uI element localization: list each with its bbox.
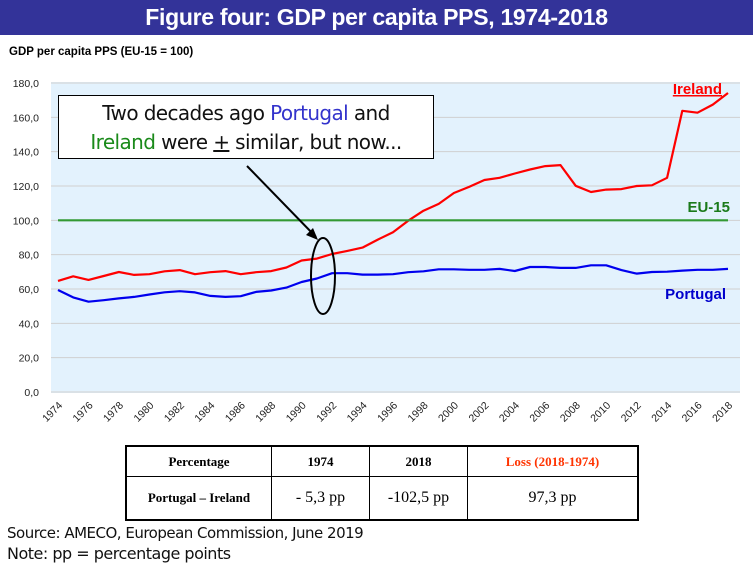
x-tick-label: 2004: [497, 400, 522, 425]
annotation-ellipse: [310, 237, 336, 315]
series-label-portugal: Portugal: [665, 286, 726, 303]
x-tick-labels: 1974 1976 1978 1980 1982 1984 1986 1988 1990 1992…: [40, 400, 735, 425]
header-1974: 1974: [271, 445, 370, 477]
header-2018: 2018: [369, 445, 468, 477]
series-lines: [57, 92, 729, 303]
y-tick-label: 140,0: [13, 147, 39, 159]
x-tick-label: 1974: [40, 400, 65, 425]
row-label: Portugal – Ireland: [125, 476, 272, 521]
y-tick-label: 120,0: [13, 181, 39, 193]
callout-text: and: [348, 101, 390, 125]
annotation-arrow: [246, 165, 317, 238]
x-tick-label: 1994: [345, 400, 370, 425]
y-tick-label: 180,0: [13, 78, 39, 90]
cell-2018: -102,5 pp: [369, 476, 468, 521]
callout-text: similar, but now...: [229, 130, 402, 154]
table-header-row: Percentage 1974 2018 Loss (2018-1974): [125, 445, 639, 477]
arrow-head-icon: [306, 228, 318, 240]
x-tick-label: 1990: [284, 400, 309, 425]
callout-text: Two decades ago: [102, 101, 271, 125]
x-tick-label: 1980: [131, 400, 156, 425]
series-label-eu15: EU-15: [687, 199, 730, 216]
callout-ireland: Ireland: [90, 130, 156, 154]
callout-plusminus: +: [213, 130, 230, 154]
y-tick-label: 100,0: [13, 215, 39, 227]
series-line-portugal: [57, 264, 729, 303]
y-tick-label: 40,0: [19, 318, 40, 330]
x-tick-label: 1996: [375, 400, 400, 425]
cell-loss: 97,3 pp: [467, 476, 639, 521]
summary-table: Percentage 1974 2018 Loss (2018-1974) Po…: [125, 445, 639, 521]
x-tick-label: 2000: [436, 400, 461, 425]
header-percentage: Percentage: [125, 445, 272, 477]
x-tick-label: 1976: [71, 400, 96, 425]
x-tick-label: 1998: [406, 400, 431, 425]
source-note: Source: AMECO, European Commission, June…: [7, 524, 364, 542]
y-tick-label: 160,0: [13, 112, 39, 124]
y-tick-label: 60,0: [19, 284, 40, 296]
figure-title: Figure four: GDP per capita PPS, 1974-20…: [0, 0, 753, 35]
x-tick-label: 2014: [649, 400, 674, 425]
x-tick-label: 1992: [314, 400, 339, 425]
series-line-ireland: [57, 92, 729, 282]
y-tick-label: 20,0: [19, 353, 40, 365]
x-tick-label: 2010: [588, 400, 613, 425]
x-tick-label: 1978: [101, 400, 126, 425]
header-loss: Loss (2018-1974): [467, 445, 639, 477]
x-tick-label: 1986: [223, 400, 248, 425]
x-tick-label: 1984: [192, 400, 217, 425]
x-tick-label: 2006: [527, 400, 552, 425]
y-tick-label: 0,0: [24, 387, 39, 399]
series-label-ireland: Ireland: [673, 81, 722, 98]
x-tick-label: 2016: [680, 400, 705, 425]
footnote: Note: pp = percentage points: [7, 544, 231, 563]
y-tick-label: 80,0: [19, 250, 40, 262]
x-tick-label: 2018: [710, 400, 735, 425]
x-tick-label: 2012: [619, 400, 644, 425]
cell-1974: - 5,3 pp: [271, 476, 370, 521]
annotation-callout: Two decades ago Portugal and Ireland wer…: [58, 95, 434, 159]
x-tick-label: 2002: [466, 400, 491, 425]
table-row: Portugal – Ireland - 5,3 pp -102,5 pp 97…: [125, 476, 639, 521]
callout-portugal: Portugal: [270, 101, 349, 125]
x-tick-label: 1982: [162, 400, 187, 425]
y-tick-labels: 0,0 20,0 40,0 60,0 80,0 100,0 120,0 140,0 160,0 1…: [13, 78, 39, 399]
y-axis-label: GDP per capita PPS (EU-15 = 100): [9, 46, 194, 58]
callout-text: were: [155, 130, 214, 154]
x-tick-label: 2008: [558, 400, 583, 425]
x-tick-label: 1988: [253, 400, 278, 425]
